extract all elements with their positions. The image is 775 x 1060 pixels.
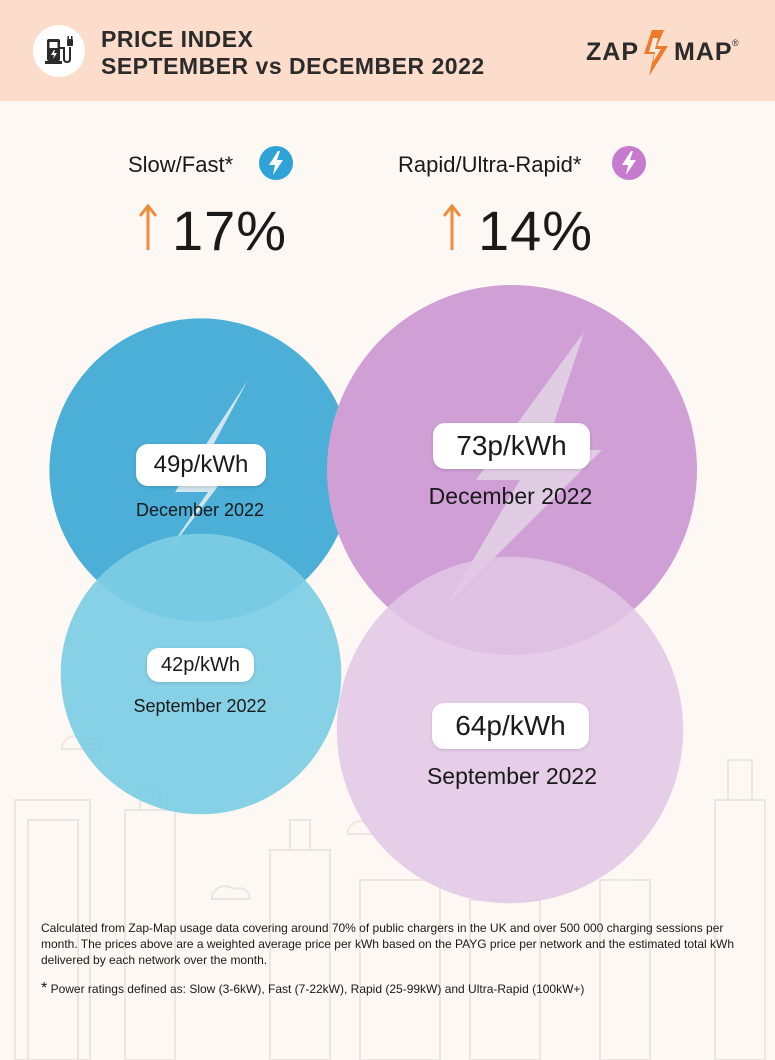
power-ratings-text: Power ratings defined as: Slow (3-6kW), … [50, 982, 585, 996]
ev-charger-icon [33, 25, 85, 77]
period-label-slow-december: December 2022 [135, 500, 265, 520]
price-label-rapid-september: 64p/kWh [432, 703, 589, 749]
slow-fast-change: 17% [172, 199, 288, 262]
period-label-rapid-december: December 2022 [428, 483, 593, 509]
page-title-line1: PRICE INDEX [101, 26, 254, 52]
period-label-rapid-september: September 2022 [426, 763, 598, 789]
logo-text-left: ZAP [586, 38, 639, 66]
slow-fast-label: Slow/Fast* [128, 152, 234, 177]
logo-text-right: MAP [674, 38, 733, 66]
header-banner: PRICE INDEX SEPTEMBER vs DECEMBER 2022 Z… [0, 0, 775, 101]
period-label-slow-september: September 2022 [133, 696, 267, 716]
price-label-slow-december: 49p/kWh [136, 444, 266, 486]
rapid-ultra-change: 14% [478, 199, 594, 262]
bolt-icon [612, 146, 646, 180]
page-title-line2: SEPTEMBER vs DECEMBER 2022 [101, 53, 485, 79]
bolt-icon [259, 146, 293, 180]
logo-bolt-icon [644, 30, 668, 76]
arrow-up-icon [442, 204, 462, 250]
price-label-slow-september: 42p/kWh [147, 648, 254, 682]
bolt-graphic-rapid [446, 332, 602, 606]
logo-registered-mark: ® [732, 38, 739, 48]
footnote-star: * [41, 980, 48, 997]
arrow-up-icon [138, 204, 158, 250]
methodology-note: Calculated from Zap-Map usage data cover… [41, 921, 735, 967]
power-ratings-note: * Power ratings defined as: Slow (3-6kW)… [41, 980, 741, 998]
price-label-rapid-december: 73p/kWh [433, 423, 590, 469]
rapid-ultra-label: Rapid/Ultra-Rapid* [398, 152, 582, 177]
